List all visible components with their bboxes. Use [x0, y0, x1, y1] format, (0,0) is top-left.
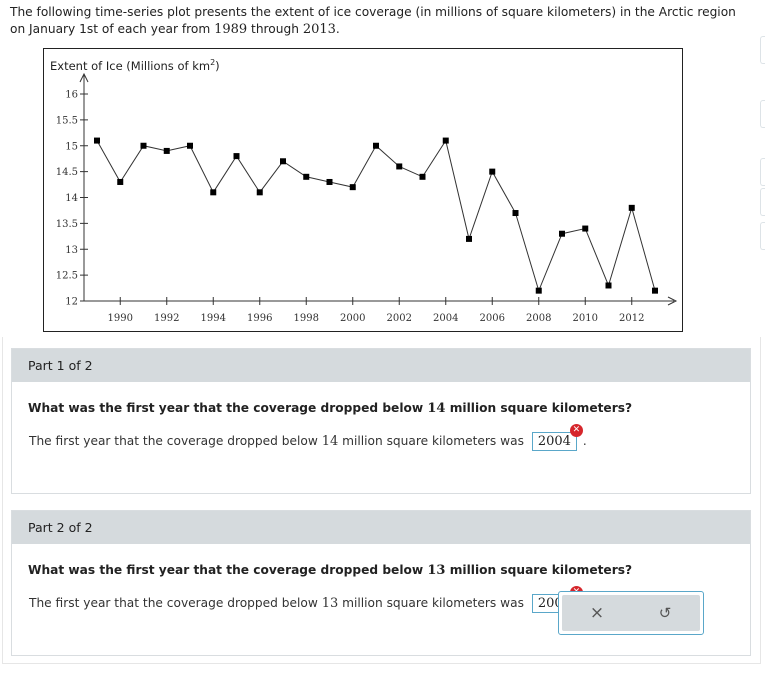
- close-icon: ×: [589, 603, 605, 623]
- x-tick-label: 1994: [201, 313, 226, 324]
- part-1-answer-num: 14: [321, 434, 339, 449]
- side-tab: [760, 188, 765, 216]
- data-point: [94, 137, 100, 144]
- data-point: [187, 142, 193, 149]
- part-1-answer-line: The first year that the coverage dropped…: [29, 424, 587, 451]
- part-2-header: Part 2 of 2: [12, 511, 750, 544]
- intro-text-c: .: [335, 22, 340, 36]
- side-tab: [760, 100, 765, 128]
- data-point: [442, 137, 449, 144]
- x-tick-label: 2006: [480, 313, 505, 324]
- y-tick-label: 15.5: [56, 115, 78, 126]
- data-point: [373, 142, 379, 149]
- x-tick-label: 1992: [154, 313, 179, 324]
- x-axis-arrow: [667, 296, 678, 306]
- part-2-answer-b: million square kilometers was: [338, 596, 524, 610]
- part-2-answer-line: The first year that the coverage dropped…: [29, 586, 587, 613]
- x-tick-label: 2000: [340, 313, 365, 324]
- data-point: [535, 287, 542, 294]
- clear-button[interactable]: ×: [577, 595, 617, 631]
- data-point: [210, 189, 217, 196]
- y-tick-label: 16: [65, 90, 78, 101]
- part-1-answer-value: 2004: [537, 434, 571, 449]
- data-point: [233, 153, 240, 160]
- error-icon: ✕: [569, 424, 583, 437]
- part-2-answer-a: The first year that the coverage dropped…: [29, 596, 322, 610]
- side-tab: [760, 36, 765, 64]
- x-tick-label: 1996: [247, 313, 272, 324]
- data-point: [466, 235, 472, 242]
- series-line: [96, 139, 656, 293]
- part-1-answer-b: million square kilometers was: [338, 434, 524, 448]
- part-1-answer-a: The first year that the coverage dropped…: [29, 434, 322, 448]
- part-2-question: What was the first year that the coverag…: [28, 563, 632, 578]
- data-point: [605, 282, 612, 289]
- part-1-question-num: 14: [427, 401, 446, 416]
- data-point: [628, 204, 635, 211]
- intro-text-b: through: [247, 22, 303, 36]
- intro-year-end: 2013: [302, 22, 336, 37]
- y-tick-label: 13.5: [56, 219, 78, 230]
- part-1-period: .: [582, 434, 587, 448]
- parts-frame: [2, 337, 761, 664]
- data-point: [256, 189, 263, 196]
- undo-button[interactable]: ↺: [645, 595, 685, 631]
- data-point: [140, 142, 147, 149]
- time-series-chart: Extent of Ice (Millions of km2) 12 12.5 13…: [43, 48, 683, 332]
- part-1-question-a: What was the first year that the coverag…: [28, 401, 428, 415]
- x-tick-label: 2002: [387, 313, 412, 324]
- data-point: [489, 168, 496, 175]
- chart-svg: 12 12.5 13 13.5 14 14.5 15 15.5 16 1990 1992 1994 19…: [56, 72, 678, 324]
- part-2-question-num: 13: [427, 563, 446, 578]
- side-tab: [760, 158, 765, 186]
- part-2-question-a: What was the first year that the coverag…: [28, 563, 428, 577]
- data-point: [652, 287, 658, 294]
- x-tick-label: 2010: [573, 313, 598, 324]
- y-tick-label: 12.5: [56, 271, 78, 282]
- part-2-answer-num: 13: [321, 596, 339, 611]
- part-1-panel: Part 1 of 2 What was the first year that…: [11, 348, 751, 494]
- part-1-question-b: million square kilometers?: [445, 401, 633, 415]
- undo-icon: ↺: [658, 604, 672, 622]
- y-axis-label-main: Extent of Ice (Millions of km: [50, 58, 211, 73]
- part-1-answer-input[interactable]: 2004 ✕: [531, 424, 583, 451]
- data-point: [163, 147, 170, 154]
- part-2-panel: Part 2 of 2 What was the first year that…: [11, 510, 751, 656]
- problem-intro: The following time-series plot presents …: [10, 4, 752, 38]
- y-axis-label-exponent: 2: [210, 58, 216, 67]
- intro-year-start: 1989: [214, 22, 248, 37]
- x-tick-label: 1998: [294, 313, 319, 324]
- side-tab: [760, 222, 765, 250]
- y-tick-label: 14.5: [56, 167, 78, 178]
- part-2-question-b: million square kilometers?: [445, 563, 633, 577]
- data-point: [349, 184, 356, 191]
- data-point: [559, 230, 565, 237]
- x-tick-label: 2004: [433, 313, 458, 324]
- y-tick-label: 15: [65, 141, 78, 152]
- data-point: [512, 210, 519, 217]
- data-point: [326, 178, 333, 185]
- data-point: [303, 173, 310, 180]
- x-tick-label: 2012: [619, 313, 644, 324]
- data-point: [396, 163, 403, 170]
- x-tick-label: 1990: [108, 313, 133, 324]
- part-1-header: Part 1 of 2: [12, 349, 750, 382]
- part-1-question: What was the first year that the coverag…: [28, 401, 632, 416]
- answer-toolbar-inner: × ↺: [562, 595, 700, 631]
- answer-toolbar: × ↺: [558, 591, 704, 635]
- data-point: [419, 173, 426, 180]
- y-axis-label: Extent of Ice (Millions of km2): [50, 58, 220, 73]
- y-tick-label: 13: [65, 245, 78, 256]
- y-axis-arrow: [79, 72, 89, 83]
- x-tick-label: 2008: [526, 313, 551, 324]
- y-tick-label: 12: [65, 297, 78, 308]
- data-point: [582, 225, 589, 232]
- intro-text-a: The following time-series plot presents …: [10, 5, 736, 36]
- data-point: [280, 158, 286, 165]
- data-point: [117, 178, 124, 185]
- y-axis-label-close: ): [215, 58, 220, 73]
- y-tick-label: 14: [65, 193, 78, 204]
